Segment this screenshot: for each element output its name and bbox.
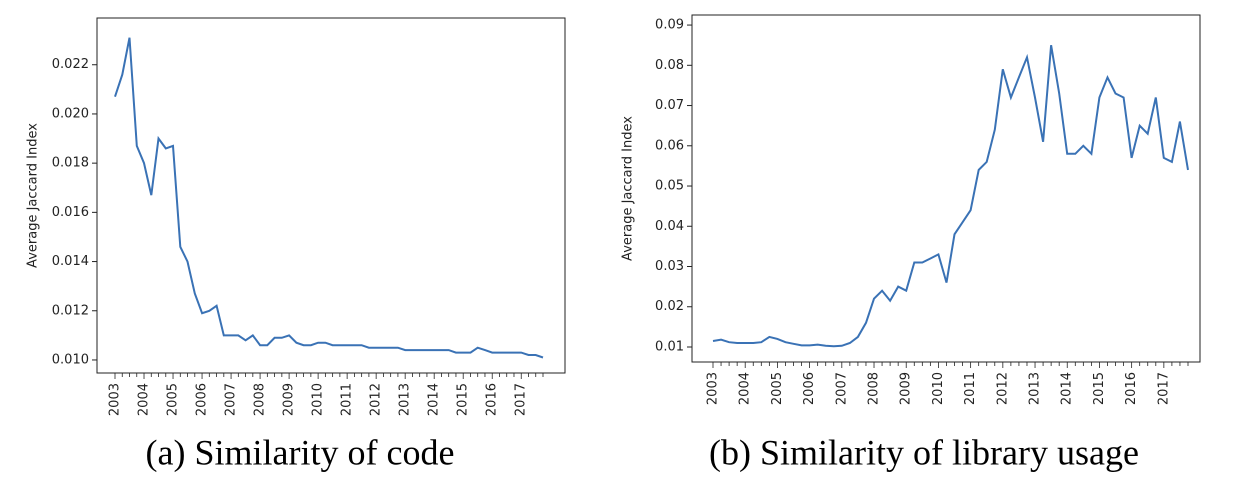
x-tick-label: 2005: [770, 372, 785, 405]
y-tick-label: 0.022: [52, 57, 89, 72]
x-tick-label: 2016: [485, 383, 500, 416]
y-tick-label: 0.08: [655, 58, 684, 73]
x-tick-label: 2003: [108, 383, 123, 416]
x-tick-label: 2009: [899, 372, 914, 405]
data-line: [712, 45, 1189, 348]
x-tick-label: 2015: [1092, 372, 1107, 405]
x-tick-label: 2008: [253, 383, 268, 416]
x-tick-label: 2006: [195, 383, 210, 416]
y-tick-label: 0.05: [655, 179, 684, 194]
plot-frame: [96, 17, 566, 374]
x-tick-label: 2011: [340, 383, 355, 416]
x-tick-label: 2011: [963, 372, 978, 405]
y-tick-label: 0.09: [655, 18, 684, 33]
x-tick-label: 2005: [166, 383, 181, 416]
x-tick-label: 2017: [514, 383, 529, 416]
y-axis-label: Average Jaccard Index: [621, 116, 636, 261]
plot-frame: [691, 14, 1201, 363]
x-tick-label: 2015: [456, 383, 471, 416]
x-tick-label: 2013: [1028, 372, 1043, 405]
x-tick-label: 2014: [427, 383, 442, 416]
y-tick-label: 0.02: [655, 299, 684, 314]
y-tick-label: 0.014: [52, 254, 89, 269]
y-tick-label: 0.01: [655, 339, 684, 354]
x-tick-label: 2017: [1156, 372, 1171, 405]
y-tick-label: 0.018: [52, 156, 89, 171]
x-tick-label: 2006: [802, 372, 817, 405]
x-tick-label: 2016: [1124, 372, 1139, 405]
y-tick-label: 0.010: [52, 352, 89, 367]
x-tick-label: 2007: [224, 383, 239, 416]
x-tick-label: 2013: [398, 383, 413, 416]
x-tick-label: 2004: [738, 372, 753, 405]
y-tick-label: 0.04: [655, 219, 684, 234]
x-tick-label: 2010: [931, 372, 946, 405]
y-tick-label: 0.016: [52, 205, 89, 220]
y-tick-label: 0.03: [655, 259, 684, 274]
x-tick-label: 2003: [706, 372, 721, 405]
x-tick-label: 2008: [867, 372, 882, 405]
y-tick-label: 0.07: [655, 98, 684, 113]
data-line: [114, 37, 544, 359]
x-tick-label: 2004: [137, 383, 152, 416]
x-tick-label: 2014: [1060, 372, 1075, 405]
x-tick-label: 2012: [995, 372, 1010, 405]
caption: (b) Similarity of library usage: [709, 432, 1139, 472]
y-tick-label: 0.06: [655, 138, 684, 153]
x-tick-label: 2007: [834, 372, 849, 405]
x-tick-label: 2009: [282, 383, 297, 416]
y-tick-label: 0.020: [52, 106, 89, 121]
x-tick-label: 2012: [369, 383, 384, 416]
y-tick-label: 0.012: [52, 303, 89, 318]
x-tick-label: 2010: [311, 383, 326, 416]
y-axis-label: Average Jaccard Index: [26, 123, 41, 268]
caption: (a) Similarity of code: [146, 432, 455, 472]
